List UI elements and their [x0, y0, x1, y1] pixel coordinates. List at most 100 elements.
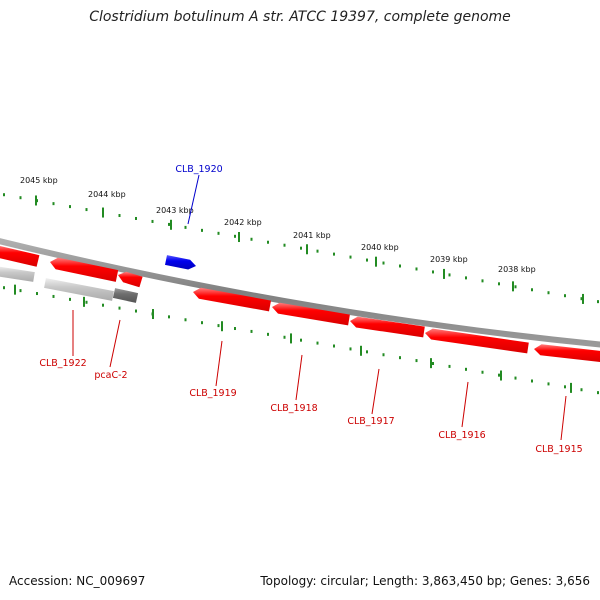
inner-ring-major-tick: [570, 382, 572, 393]
inner-ring-major-tick: [221, 321, 223, 332]
outer-ring-dot: [432, 270, 434, 274]
inner-ring-dot: [201, 321, 203, 325]
inner-ring-dot: [547, 382, 550, 386]
gene-features: [0, 245, 600, 362]
outer-ring-dot: [69, 205, 71, 209]
outer-ring-dot: [448, 273, 451, 277]
gene-feature-other[interactable]: [0, 266, 35, 282]
gene-feature-clb-1915[interactable]: [534, 344, 600, 362]
outer-ring-major-tick: [375, 256, 377, 267]
gene-labels: CLB_1920 CLB_1922 pcaC-2 CLB_1919 CLB_1918 CL…: [39, 164, 582, 455]
inner-ring-dot: [52, 294, 55, 298]
gene-feature-clb-1919[interactable]: [193, 287, 271, 312]
inner-ring-dot: [135, 309, 137, 313]
gene-leader-clb-1915: [560, 395, 567, 441]
outer-ring-dot: [498, 282, 500, 286]
gene-feature-clb-1918[interactable]: [272, 302, 350, 326]
outer-ring-major-tick: [35, 195, 37, 206]
inner-ring-dot: [597, 391, 599, 395]
outer-ring-dot: [349, 255, 352, 259]
outer-ring-dot: [366, 258, 368, 262]
inner-ring-dot: [415, 359, 418, 363]
genome-backbone: [0, 238, 600, 348]
outer-ring-major-tick: [170, 219, 172, 230]
outer-ring-dot: [250, 237, 253, 241]
outer-ring-dot: [201, 228, 203, 232]
inner-tick-ring: [3, 284, 599, 395]
gene-label-clb-1915[interactable]: CLB_1915: [535, 444, 582, 455]
outer-ring-dot: [481, 279, 484, 283]
gene-label-clb-1918[interactable]: CLB_1918: [270, 403, 317, 414]
outer-ring-dot: [547, 291, 550, 295]
outer-ring-dot: [52, 202, 55, 206]
gene-leader-clb-1918: [295, 354, 303, 401]
inner-ring-dot: [85, 300, 88, 304]
outer-ring-dot: [135, 216, 137, 220]
gene-feature-other[interactable]: [44, 278, 114, 301]
scale-label: 2038 kbp: [498, 265, 536, 274]
outer-ring-dot: [580, 297, 583, 301]
scale-label: 2041 kbp: [293, 231, 331, 240]
inner-ring-dot: [399, 356, 401, 360]
scale-label: 2045 kbp: [20, 176, 58, 185]
inner-ring-dot: [382, 353, 385, 357]
gene-label-clb-1922[interactable]: CLB_1922: [39, 358, 86, 369]
gene-feature-clb-1922[interactable]: [0, 245, 40, 267]
gene-leader-clb-1916: [461, 381, 469, 428]
inner-ring-dot: [250, 329, 253, 333]
inner-ring-dot: [3, 286, 5, 290]
scale-label: 2043 kbp: [156, 206, 194, 215]
inner-ring-dot: [448, 364, 451, 368]
gene-leader-pcac-2: [109, 319, 121, 368]
outer-ring-dot: [564, 294, 566, 298]
outer-ring-major-tick: [443, 268, 445, 279]
outer-ring-dot: [382, 261, 385, 265]
inner-ring-major-tick: [360, 345, 362, 356]
inner-ring-dot: [349, 347, 352, 351]
gene-leader-clb-1919: [215, 340, 223, 387]
gene-label-clb-1917[interactable]: CLB_1917: [347, 416, 394, 427]
gene-feature-clb-1917[interactable]: [350, 316, 425, 338]
inner-ring-dot: [531, 379, 533, 383]
outer-ring-dot: [465, 276, 467, 280]
inner-ring-dot: [333, 344, 335, 348]
gene-label-clb-1920[interactable]: CLB_1920: [175, 164, 222, 175]
inner-ring-dot: [465, 367, 467, 371]
outer-ring-dot: [3, 193, 5, 197]
inner-ring-dot: [366, 350, 368, 354]
inner-ring-dot: [36, 292, 38, 296]
gene-label-clb-1916[interactable]: CLB_1916: [438, 430, 485, 441]
gene-feature-clb-1920[interactable]: [165, 255, 196, 270]
inner-ring-dot: [283, 335, 286, 339]
outer-ring-dot: [415, 267, 418, 271]
inner-ring-dot: [168, 315, 170, 319]
outer-ring-dot: [267, 240, 269, 244]
gene-feature-pcac-2[interactable]: [118, 271, 143, 288]
scale-label: 2039 kbp: [430, 255, 468, 264]
inner-ring-major-tick: [430, 358, 432, 369]
gene-feature-other-dark[interactable]: [112, 288, 139, 303]
gene-label-clb-1919[interactable]: CLB_1919: [189, 388, 236, 399]
map-title: Clostridium botulinum A str. ATCC 19397,…: [89, 9, 511, 25]
gene-label-pcac-2[interactable]: pcaC-2: [94, 370, 127, 381]
outer-ring-major-tick: [582, 293, 584, 304]
outer-ring-dot: [217, 231, 220, 235]
outer-ring-major-tick: [512, 281, 514, 292]
inner-ring-dot: [19, 289, 22, 293]
inner-ring-dot: [69, 297, 71, 301]
outer-ring-dot: [283, 243, 286, 247]
inner-ring-dot: [432, 361, 434, 365]
gene-feature-clb-1916[interactable]: [425, 328, 529, 354]
outer-ring-dot: [168, 222, 170, 226]
accession-text: Accession: NC_009697: [9, 574, 146, 588]
outer-ring-dot: [19, 196, 22, 200]
outer-ring-dot: [118, 214, 121, 218]
outer-ring-dot: [531, 288, 533, 292]
outer-ring-dot: [597, 300, 599, 304]
scale-label: 2044 kbp: [88, 190, 126, 199]
gene-feature-reverse[interactable]: [50, 257, 119, 282]
outer-tick-ring: [3, 193, 599, 304]
inner-ring-dot: [514, 376, 517, 380]
inner-ring-dot: [184, 318, 187, 322]
